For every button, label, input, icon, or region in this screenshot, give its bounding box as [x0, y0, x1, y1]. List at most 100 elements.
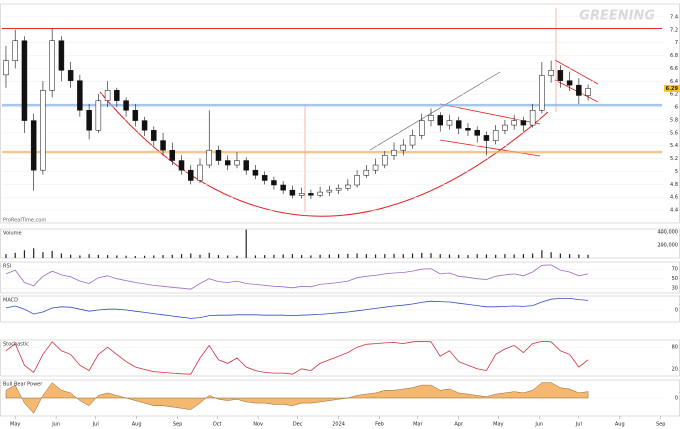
- candle-body: [86, 110, 92, 131]
- volume-bar: [402, 254, 404, 258]
- volume-bar: [125, 255, 127, 258]
- volume-bar: [162, 255, 164, 258]
- volume-bar: [264, 255, 266, 258]
- indicator-area: [5, 382, 589, 414]
- x-tick-label: Sep: [656, 422, 665, 428]
- volume-bar: [430, 253, 432, 258]
- candle-body: [400, 144, 407, 151]
- candle-body: [252, 169, 259, 176]
- y-tick-label: 0: [675, 308, 678, 314]
- y-tick-label: 7: [675, 40, 678, 46]
- volume-bar: [171, 254, 173, 258]
- volume-bar: [458, 254, 460, 258]
- y-tick-label: 80: [672, 345, 678, 351]
- volume-bar: [301, 255, 303, 258]
- volume-bar: [79, 255, 81, 258]
- volume-bar: [587, 254, 589, 258]
- x-tick-label: Sep: [173, 422, 182, 428]
- candle-body: [151, 129, 157, 141]
- x-tick-label: Dec: [293, 422, 303, 428]
- candle-body: [409, 135, 416, 146]
- y-tick-label: 5.2: [670, 156, 678, 162]
- x-tick-label: May: [10, 422, 20, 428]
- candle-body: [576, 84, 582, 96]
- candle-body: [178, 160, 185, 171]
- pane-label: Stochastic: [3, 342, 29, 348]
- candle-body: [224, 160, 231, 166]
- x-tick-label: May: [493, 422, 503, 428]
- candle-body: [40, 90, 46, 171]
- volume-bar: [282, 254, 284, 258]
- cup-arc: [99, 91, 549, 217]
- candle-body: [520, 120, 527, 126]
- candle-body: [104, 90, 111, 101]
- candle-body: [419, 120, 425, 136]
- candle-body: [261, 175, 268, 181]
- y-tick-label: 6.6: [670, 66, 678, 72]
- volume-bar: [227, 255, 229, 258]
- volume-bar: [217, 255, 220, 258]
- volume-bar: [532, 253, 534, 258]
- y-tick-label: 6.4: [670, 79, 678, 85]
- volume-bar: [273, 254, 275, 258]
- last-price-box: [664, 84, 680, 92]
- pane-label: RSI: [3, 264, 11, 270]
- y-tick-label: 4.4: [670, 208, 678, 214]
- volume-bar: [134, 256, 136, 258]
- candle-body: [502, 124, 508, 131]
- volume-bar: [245, 229, 247, 258]
- y-tick-label: 400,000: [657, 230, 678, 236]
- volume-bar: [338, 254, 340, 258]
- candle-body: [30, 120, 37, 171]
- volume-bar: [421, 252, 423, 258]
- volume-bar: [559, 253, 561, 258]
- y-tick-label: 5.8: [670, 117, 678, 123]
- volume-bar: [393, 253, 395, 258]
- candle-body: [132, 110, 139, 121]
- volume-bar: [51, 250, 53, 258]
- candle-body: [234, 160, 240, 166]
- indicator-line: [5, 340, 589, 375]
- volume-bar: [522, 254, 524, 258]
- pane-label: Volume: [3, 231, 22, 237]
- y-tick-label: 5.6: [670, 130, 678, 136]
- candle-body: [215, 149, 222, 161]
- candle-body: [474, 129, 480, 136]
- candle-body: [67, 70, 74, 81]
- y-tick-label: 6.8: [670, 53, 678, 59]
- volume-bar: [476, 254, 478, 258]
- candle-body: [492, 129, 499, 141]
- y-tick-label: 70: [672, 267, 678, 273]
- candle-body: [566, 80, 573, 86]
- candle-body: [12, 40, 18, 61]
- volume-bar: [504, 254, 506, 258]
- source: ProRealTime.com: [3, 218, 46, 224]
- candle-body: [335, 187, 342, 191]
- x-tick-label: Oct: [213, 422, 222, 428]
- volume-bar: [208, 252, 210, 258]
- volume-bar: [541, 250, 543, 258]
- volume-bar: [485, 254, 488, 258]
- x-tick-label: Jun: [534, 422, 543, 428]
- candle-body: [465, 128, 471, 131]
- volume-bar: [328, 254, 330, 258]
- candle-body: [188, 169, 194, 181]
- candle-body: [160, 140, 166, 151]
- candle-body: [382, 155, 388, 166]
- candle-body: [197, 164, 203, 181]
- candle-body: [483, 135, 490, 141]
- volume-bar: [143, 255, 146, 258]
- volume-bar: [60, 253, 62, 258]
- x-tick-label: Aug: [132, 422, 142, 428]
- candle-body: [280, 184, 286, 191]
- candle-body: [58, 40, 65, 71]
- indicator-line: [5, 298, 589, 319]
- y-tick-label: 200,000: [657, 243, 678, 249]
- candle-body: [455, 120, 462, 129]
- candle-body: [3, 60, 9, 76]
- y-tick-label: 7.4: [670, 14, 678, 20]
- candle-body: [243, 160, 249, 171]
- candle-body: [391, 149, 397, 156]
- volume-bar: [107, 255, 109, 258]
- volume-bar: [439, 254, 441, 258]
